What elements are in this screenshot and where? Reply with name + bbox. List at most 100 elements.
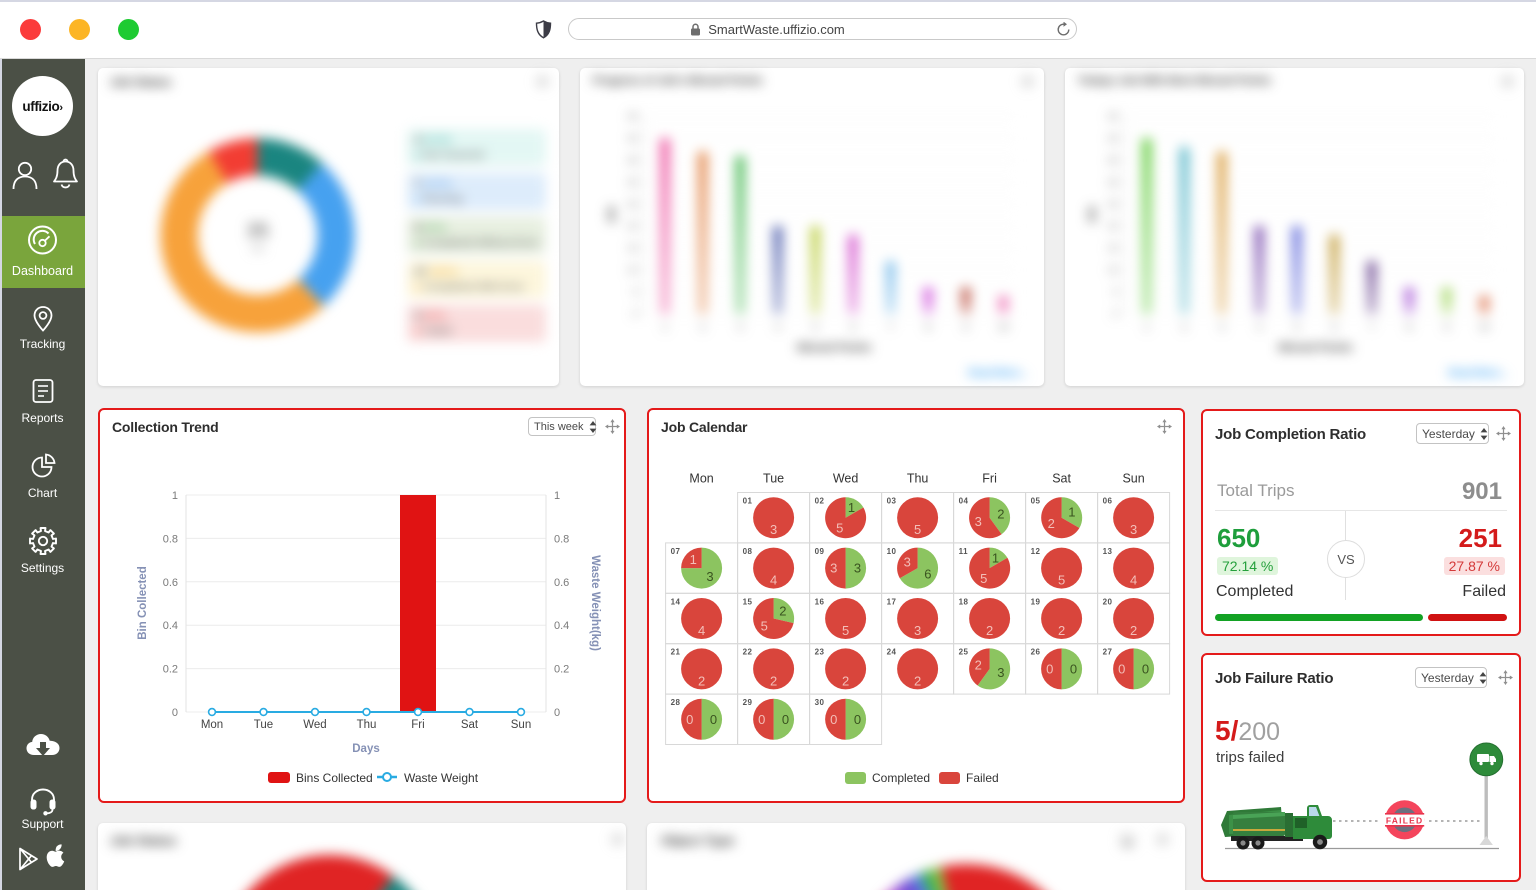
svg-text:0.4: 0.4 [554,620,569,632]
svg-text:Waste Weight: Waste Weight [404,771,479,785]
svg-text:10: 10 [998,322,1009,333]
svg-text:2: 2 [986,623,993,638]
svg-text:0: 0 [782,712,789,727]
svg-text:0: 0 [830,712,837,727]
svg-text:3: 3 [904,555,911,570]
svg-text:0: 0 [633,309,638,319]
svg-text:20: 20 [1103,597,1113,606]
svg-text:02: 02 [815,497,825,506]
svg-text:11: 11 [959,547,969,556]
svg-text:17: 17 [887,597,897,606]
svg-text:2: 2 [842,673,849,688]
svg-text:Thu: Thu [907,472,929,486]
svg-text:5: 5 [980,571,987,586]
svg-text:25: 25 [1108,199,1118,209]
svg-text:40: 40 [628,134,638,144]
svg-text:2: 2 [997,507,1004,522]
svg-text:0: 0 [1118,661,1125,676]
svg-text:10: 10 [628,265,638,275]
svg-text:1: 1 [992,550,999,565]
svg-text:4: 4 [1130,573,1137,588]
svg-text:27: 27 [1103,648,1113,657]
svg-text:Job: Job [250,243,265,253]
svg-text:2: 2 [1058,623,1065,638]
svg-text:14: 14 [671,597,681,606]
svg-text:5: 5 [842,623,849,638]
svg-text:30: 30 [1108,177,1118,187]
svg-text:0.6: 0.6 [163,577,178,589]
svg-text:26: 26 [1031,648,1041,657]
svg-text:3: 3 [975,514,982,529]
svg-text:4: 4 [698,623,705,638]
svg-text:Tue: Tue [763,472,784,486]
svg-text:1: 1 [662,322,667,333]
svg-text:03: 03 [887,497,897,506]
svg-text:9: 9 [963,322,968,333]
svg-text:3: 3 [738,322,743,333]
svg-text:06: 06 [1103,497,1113,506]
svg-text:2: 2 [779,604,786,619]
svg-text:15: 15 [743,597,753,606]
svg-text:3: 3 [830,561,837,576]
svg-text:7: 7 [888,322,893,333]
svg-text:0.4: 0.4 [163,620,178,632]
svg-text:3: 3 [770,522,777,537]
svg-text:5: 5 [633,287,638,297]
svg-text:10: 10 [1479,322,1490,333]
svg-text:40: 40 [1108,134,1118,144]
svg-text:25: 25 [959,648,969,657]
svg-text:30: 30 [815,698,825,707]
svg-text:Missed Points: Missed Points [1279,342,1353,354]
svg-text:08: 08 [743,547,753,556]
svg-text:45: 45 [1108,112,1118,122]
svg-text:0.2: 0.2 [554,664,569,676]
svg-text:01: 01 [743,497,753,506]
svg-text:15: 15 [1108,243,1118,253]
svg-text:13: 13 [1103,547,1113,556]
svg-text:29: 29 [743,698,753,707]
svg-text:Sat: Sat [461,719,479,731]
svg-text:Sun: Sun [1122,472,1144,486]
svg-text:2: 2 [698,673,705,688]
svg-text:1: 1 [1068,504,1075,519]
svg-text:1: 1 [1144,322,1149,333]
svg-text:8: 8 [926,322,931,333]
svg-text:Waste Weight(kg): Waste Weight(kg) [589,555,601,651]
svg-text:Fri: Fri [982,472,997,486]
svg-text:Tue: Tue [254,719,273,731]
svg-text:2: 2 [914,673,921,688]
svg-text:6: 6 [924,567,931,582]
svg-text:05: 05 [1031,497,1041,506]
svg-text:Fri: Fri [411,719,424,731]
svg-text:1: 1 [848,500,855,515]
svg-text:3: 3 [706,569,713,584]
svg-text:6: 6 [850,322,855,333]
svg-text:5: 5 [836,521,843,536]
svg-text:Mon: Mon [689,472,713,486]
svg-text:12: 12 [1031,547,1041,556]
svg-text:1: 1 [554,490,560,502]
svg-text:6: 6 [1332,322,1337,333]
svg-text:24: 24 [887,648,897,657]
svg-text:Thu: Thu [357,719,377,731]
svg-text:FAILED: FAILED [1386,816,1423,826]
svg-text:0.8: 0.8 [163,533,178,545]
svg-text:2: 2 [975,658,982,673]
svg-text:0: 0 [554,707,560,719]
svg-text:3: 3 [1130,522,1137,537]
svg-text:18: 18 [959,597,969,606]
svg-text:25: 25 [628,199,638,209]
svg-text:0.6: 0.6 [554,577,569,589]
svg-text:2: 2 [1048,516,1055,531]
svg-text:3: 3 [997,665,1004,680]
svg-text:0: 0 [710,712,717,727]
svg-text:Missed Points: Missed Points [797,342,871,354]
svg-text:Mon: Mon [201,719,223,731]
svg-text:20: 20 [1108,221,1118,231]
svg-text:5: 5 [1058,573,1065,588]
svg-text:10: 10 [1108,265,1118,275]
svg-text:Bin Collected: Bin Collected [137,566,149,639]
svg-text:Job: Job [1087,206,1098,224]
svg-text:4: 4 [770,573,777,588]
svg-text:45: 45 [628,112,638,122]
